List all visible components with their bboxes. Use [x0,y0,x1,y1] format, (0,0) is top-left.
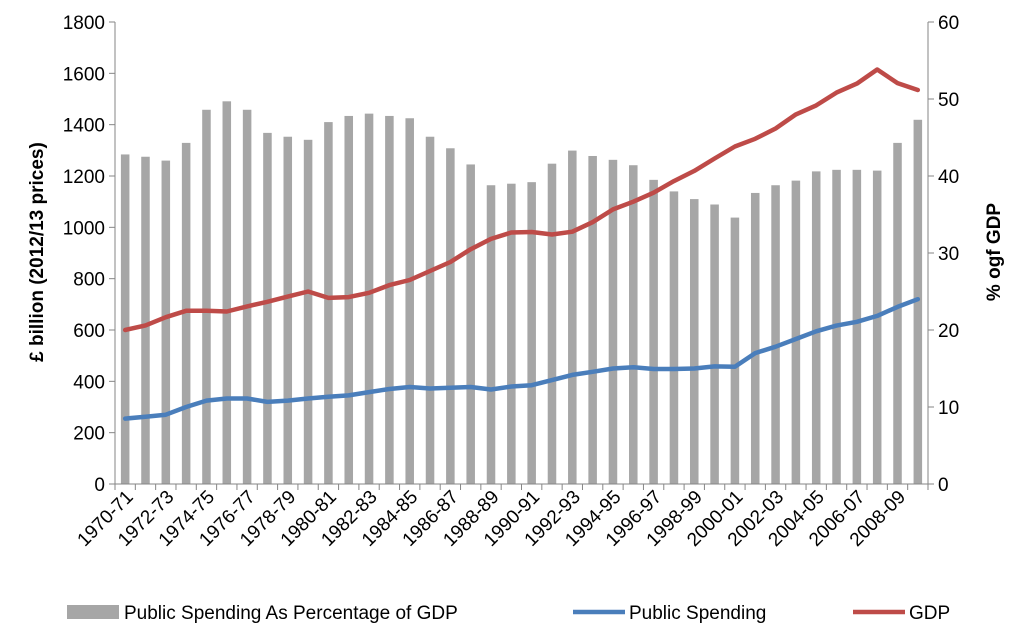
bar [791,180,801,484]
y-axis-title-right: % ogf GDP [984,203,1005,301]
bar [893,142,902,484]
y-tick-label-left: 1800 [63,13,105,34]
bar [283,136,293,485]
y-tick-label-right: 30 [938,244,959,265]
bar [364,113,374,484]
y-tick-label-left: 1600 [63,64,105,85]
series-line-2 [122,67,921,333]
bar [242,109,252,484]
y-tick-label-right: 0 [938,475,949,496]
bar [486,185,496,485]
bar [608,159,618,484]
bar [811,171,821,484]
y-tick-label-left: 200 [73,424,105,445]
lines-layer [122,67,921,421]
y-tick-label-left: 1400 [63,116,105,137]
bar [649,179,658,484]
bar [202,109,211,484]
bars-layer [120,101,923,485]
bar [527,182,536,484]
bar [669,191,679,484]
legend: Public Spending As Percentage of GDP Publ… [67,603,950,624]
bar [852,169,862,484]
bar [629,165,638,484]
bar [120,154,130,484]
bar [263,132,272,484]
bar [303,139,313,484]
y-tick-label-right: 40 [938,167,959,188]
bar [507,183,516,484]
legend-label-1: Public Spending [629,603,766,624]
axes-layer [109,21,934,490]
bar [913,119,923,484]
y-tick-label-left: 1200 [63,167,105,188]
bar [324,122,333,484]
y-axis-title-left: £ billion (2012/13 prices) [27,142,48,362]
bar [771,185,780,485]
bar [588,155,597,485]
y-tick-label-right: 10 [938,398,959,419]
y-tick-label-right: 20 [938,321,959,342]
bar [141,156,150,484]
bar [425,136,435,485]
y-tick-label-left: 0 [94,475,105,496]
bar [466,164,475,484]
legend-label-2: GDP [909,603,950,624]
y-tick-label-left: 600 [73,321,105,342]
bar [405,118,414,484]
bar [385,115,394,484]
bar [689,199,699,484]
bar [568,150,577,484]
legend-label-0: Public Spending As Percentage of GDP [124,603,458,624]
y-tick-label-left: 1000 [63,218,105,239]
bar [344,115,354,484]
y-tick-label-right: 60 [938,13,959,34]
bar [547,163,557,484]
y-tick-label-left: 800 [73,270,105,291]
legend-swatch-0 [67,605,119,619]
y-tick-label-right: 50 [938,90,959,111]
bar [872,170,882,485]
y-tick-label-left: 400 [73,372,105,393]
bar [446,148,455,484]
bar [181,142,191,484]
bar [161,160,171,484]
bar [750,192,760,484]
bar [222,101,232,484]
bar [730,217,740,484]
series-line-1 [122,296,921,421]
bar [710,204,719,485]
